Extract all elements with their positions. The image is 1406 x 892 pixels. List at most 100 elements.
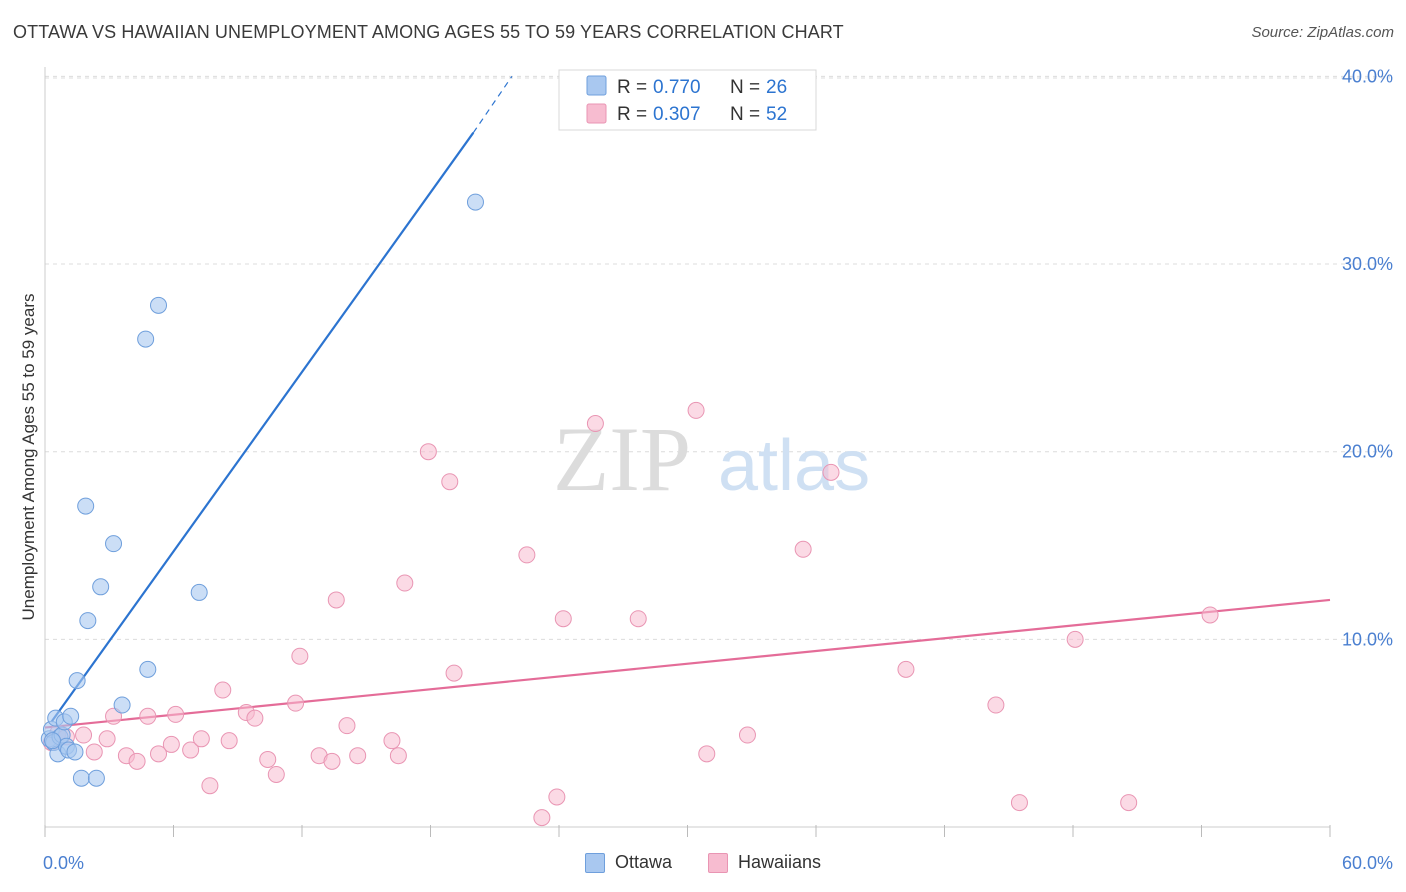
point-hawaiians-28 (349, 747, 367, 765)
point-hawaiians-9 (139, 707, 157, 725)
legend-n-value-ottawa: 26 (766, 77, 787, 98)
point-hawaiians-23 (291, 647, 309, 665)
legend-n-value-hawaiians: 52 (766, 104, 787, 125)
tick-labels: 10.0% 20.0% 30.0% 40.0% 0.0% 60.0% (43, 66, 1393, 873)
point-hawaiians-25 (323, 752, 341, 770)
point-hawaiians-16 (214, 681, 232, 699)
point-ottawa-24 (466, 193, 484, 211)
y-tick-label-1: 20.0% (1342, 442, 1393, 462)
point-hawaiians-42 (698, 745, 716, 763)
point-hawaiians-47 (987, 696, 1005, 714)
point-hawaiians-33 (441, 473, 459, 491)
point-hawaiians-37 (548, 788, 566, 806)
point-hawaiians-15 (201, 777, 219, 795)
point-ottawa-15 (79, 612, 97, 630)
legend-item-hawaiians: Hawaiians (707, 852, 822, 873)
legend-n-label-hawaiians: N = (730, 104, 760, 125)
point-hawaiians-21 (267, 765, 285, 783)
point-ottawa-17 (92, 578, 110, 596)
point-hawaiians-49 (1066, 630, 1084, 648)
watermark: ZIP atlas (553, 408, 870, 510)
point-hawaiians-17 (220, 732, 238, 750)
legend-r-label-hawaiians: R = (617, 104, 647, 125)
point-hawaiians-32 (419, 443, 437, 461)
legend-top: R = 0.770 N = 26 R = 0.307 N = 52 (558, 69, 817, 131)
point-hawaiians-13 (182, 741, 200, 759)
point-hawaiians-14 (192, 730, 210, 748)
point-hawaiians-12 (167, 705, 185, 723)
point-hawaiians-8 (128, 752, 146, 770)
point-hawaiians-20 (259, 750, 277, 768)
gridlines (45, 75, 1390, 640)
point-ottawa-12 (68, 672, 86, 690)
point-hawaiians-22 (287, 694, 305, 712)
point-ottawa-18 (105, 535, 123, 553)
point-hawaiians-48 (1010, 794, 1028, 812)
point-ottawa-25 (43, 732, 61, 750)
point-ottawa-10 (62, 707, 80, 725)
axes (44, 67, 1331, 837)
trendline-hawaiians (44, 598, 1331, 729)
point-hawaiians-30 (389, 747, 407, 765)
legend-item-ottawa: Ottawa (584, 852, 672, 873)
chart-title: OTTAWA VS HAWAIIAN UNEMPLOYMENT AMONG AG… (13, 22, 844, 42)
point-hawaiians-27 (338, 717, 356, 735)
legend-r-value-ottawa: 0.770 (653, 77, 701, 98)
watermark-zip: ZIP (553, 408, 691, 510)
legend-swatch-ottawa-bottom (584, 852, 605, 873)
legend-swatch-hawaiians-bottom (707, 852, 728, 873)
point-hawaiians-19 (246, 709, 264, 727)
point-hawaiians-41 (687, 401, 705, 419)
point-ottawa-14 (77, 497, 95, 515)
point-hawaiians-6 (105, 707, 123, 725)
point-ottawa-20 (137, 330, 155, 348)
trendline-ottawa-extension (472, 76, 513, 134)
x-tick-label-1: 60.0% (1342, 853, 1393, 873)
point-hawaiians-31 (396, 574, 414, 592)
point-ottawa-22 (150, 296, 168, 314)
point-hawaiians-26 (327, 591, 345, 609)
point-hawaiians-5 (98, 730, 116, 748)
y-tick-label-0: 10.0% (1342, 629, 1393, 649)
x-tick-label-0: 0.0% (43, 853, 84, 873)
trendline-ottawa (50, 132, 475, 723)
point-hawaiians-38 (554, 610, 572, 628)
point-hawaiians-39 (586, 415, 604, 433)
point-ottawa-23 (190, 583, 208, 601)
point-hawaiians-3 (75, 726, 93, 744)
point-hawaiians-51 (1201, 606, 1219, 624)
legend-r-label-ottawa: R = (617, 77, 647, 98)
point-hawaiians-29 (383, 732, 401, 750)
legend-swatch-hawaiians (586, 103, 607, 124)
point-ottawa-16 (87, 769, 105, 787)
point-hawaiians-34 (445, 664, 463, 682)
data-points (40, 193, 1219, 827)
point-hawaiians-35 (518, 546, 536, 564)
point-hawaiians-43 (738, 726, 756, 744)
legend-n-label-ottawa: N = (730, 77, 760, 98)
watermark-atlas: atlas (718, 426, 870, 506)
point-hawaiians-10 (150, 745, 168, 763)
y-tick-label-2: 30.0% (1342, 254, 1393, 274)
point-ottawa-21 (139, 660, 157, 678)
legend-swatch-ottawa (586, 75, 607, 96)
point-ottawa-11 (66, 743, 84, 761)
source-label: Source: ZipAtlas.com (1251, 24, 1394, 41)
y-tick-label-3: 40.0% (1342, 66, 1393, 86)
point-hawaiians-4 (85, 743, 103, 761)
legend-label-hawaiians: Hawaiians (737, 852, 822, 872)
point-hawaiians-46 (897, 660, 915, 678)
trendlines (44, 76, 1331, 729)
point-hawaiians-50 (1120, 794, 1138, 812)
legend-label-ottawa: Ottawa (614, 852, 672, 872)
point-ottawa-19 (113, 696, 131, 714)
legend-r-value-hawaiians: 0.307 (653, 104, 701, 125)
legend-bottom: Ottawa Hawaiians (0, 852, 1406, 873)
point-hawaiians-40 (629, 610, 647, 628)
point-hawaiians-11 (162, 735, 180, 753)
point-ottawa-13 (72, 769, 90, 787)
point-hawaiians-44 (794, 540, 812, 558)
point-hawaiians-45 (822, 463, 840, 481)
point-hawaiians-36 (533, 809, 551, 827)
